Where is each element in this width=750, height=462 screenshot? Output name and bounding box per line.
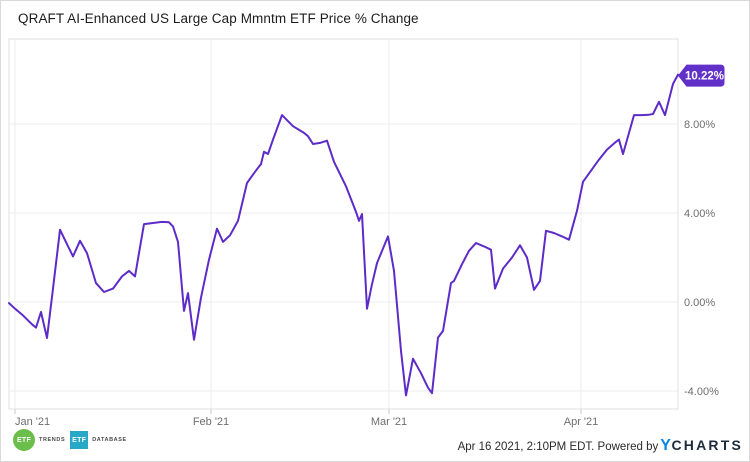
timestamp-text: Apr 16 2021, 2:10PM EDT. Powered by [457, 441, 659, 453]
price-line-series [8, 73, 679, 397]
ycharts-logo[interactable]: Y CHARTS [660, 437, 743, 455]
etf-trends-label: TRENDS [39, 437, 66, 443]
etf-trends-logo[interactable]: ETF TRENDS [13, 429, 65, 451]
y-tick-label: -4.00% [684, 386, 719, 398]
etf-database-logo[interactable]: ETF DATABASE [70, 431, 127, 449]
etf-database-icon: ETF [70, 431, 89, 449]
footer-attribution: Apr 16 2021, 2:10PM EDT. Powered by Y CH… [458, 437, 743, 455]
y-tick-label: 0.00% [684, 297, 715, 309]
ycharts-y-mark: Y [660, 437, 672, 454]
badge-shape [678, 64, 725, 87]
current-value-badge: 10.22% [678, 64, 725, 87]
x-tick-label: Mar '21 [371, 416, 407, 428]
y-tick-label: 4.00% [684, 208, 715, 220]
etf-trends-icon: ETF [13, 429, 35, 451]
plot-area [8, 38, 679, 410]
etf-logos: ETF TRENDS ETF DATABASE [13, 429, 127, 451]
etf-database-label: DATABASE [92, 437, 127, 443]
y-tick-label: 8.00% [684, 119, 715, 131]
x-tick-label: Apr '21 [564, 416, 599, 428]
x-tick-label: Feb '21 [193, 416, 229, 428]
x-tick-label: Jan '21 [15, 416, 50, 428]
ycharts-wordmark: CHARTS [671, 437, 743, 453]
badge-value-text: 10.22% [685, 71, 724, 83]
chart-title: QRAFT AI-Enhanced US Large Cap Mmntm ETF… [18, 11, 419, 26]
